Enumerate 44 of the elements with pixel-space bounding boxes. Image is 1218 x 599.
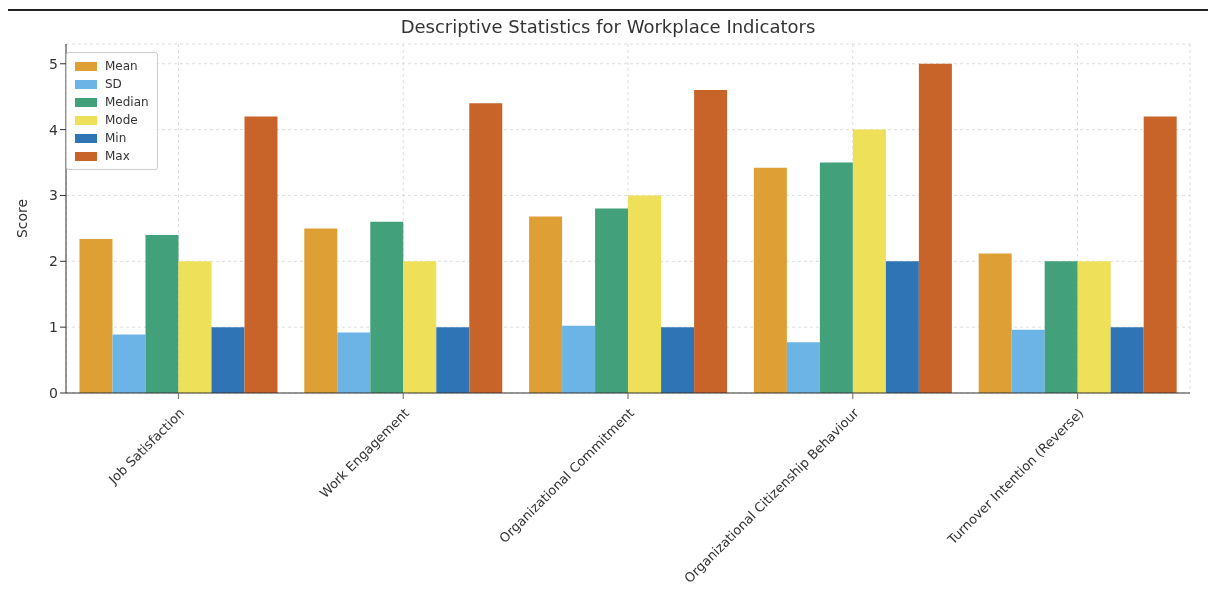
bar — [1011, 329, 1045, 393]
legend-label: SD — [105, 77, 122, 91]
bar — [786, 342, 820, 393]
bar — [1143, 116, 1177, 393]
bar — [885, 261, 919, 393]
bar — [978, 253, 1012, 393]
legend-label: Mode — [105, 113, 138, 127]
bar — [1044, 261, 1078, 393]
bar — [178, 261, 212, 393]
bar — [79, 238, 113, 393]
bar — [628, 195, 662, 393]
y-axis-title: Score — [13, 198, 30, 239]
bar — [436, 327, 470, 393]
bar — [529, 216, 563, 393]
legend-label: Max — [105, 149, 130, 163]
bar — [1077, 261, 1111, 393]
y-tick-label: 3 — [49, 187, 58, 204]
bar — [112, 334, 146, 393]
bar — [145, 234, 179, 393]
y-tick-label: 5 — [49, 55, 58, 72]
bar — [595, 208, 629, 393]
legend-label: Median — [105, 95, 149, 109]
bar — [211, 327, 245, 393]
bar — [694, 90, 728, 393]
bar — [403, 261, 437, 393]
bar — [819, 162, 853, 393]
y-tick-label: 2 — [49, 253, 58, 270]
bar — [852, 129, 886, 393]
bar — [562, 325, 596, 393]
bar — [304, 228, 338, 393]
chart-title: Descriptive Statistics for Workplace Indicators — [399, 16, 817, 37]
bar — [1110, 327, 1144, 393]
bar — [244, 116, 278, 393]
bar — [370, 221, 404, 393]
bar — [337, 332, 371, 393]
bar — [661, 327, 695, 393]
bar — [469, 103, 503, 393]
y-tick-label: 1 — [49, 319, 58, 336]
legend-label: Mean — [105, 59, 138, 73]
y-tick-label: 4 — [49, 121, 59, 138]
y-tick-label: 0 — [49, 384, 58, 401]
bar — [918, 63, 952, 393]
legend-label: Min — [105, 131, 127, 145]
bar — [753, 167, 787, 393]
